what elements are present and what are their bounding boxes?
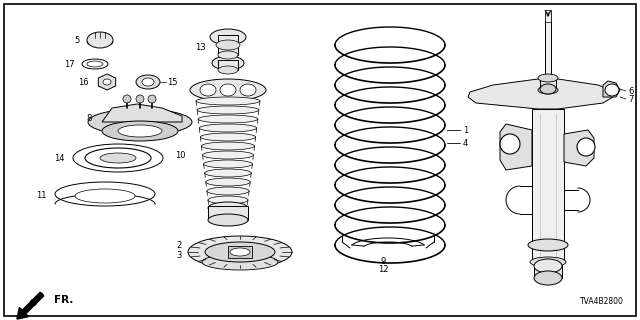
Bar — [540, 78, 556, 90]
Ellipse shape — [190, 79, 266, 101]
Ellipse shape — [208, 214, 248, 226]
Text: 16: 16 — [78, 77, 89, 86]
Ellipse shape — [216, 40, 240, 50]
Ellipse shape — [200, 133, 255, 141]
Ellipse shape — [218, 66, 238, 74]
Ellipse shape — [218, 51, 238, 59]
Ellipse shape — [87, 61, 103, 67]
Text: 1: 1 — [463, 125, 468, 134]
Ellipse shape — [528, 239, 568, 251]
Ellipse shape — [55, 182, 155, 206]
Ellipse shape — [85, 148, 151, 168]
Bar — [532, 109, 564, 262]
Ellipse shape — [75, 189, 135, 203]
Bar — [545, 12, 551, 78]
Text: 10: 10 — [175, 150, 186, 159]
Ellipse shape — [534, 271, 562, 285]
Ellipse shape — [148, 95, 156, 103]
Ellipse shape — [540, 84, 556, 94]
Ellipse shape — [210, 29, 246, 45]
Polygon shape — [468, 79, 616, 109]
Ellipse shape — [577, 138, 595, 156]
Text: 2: 2 — [177, 242, 182, 251]
Text: 5: 5 — [75, 36, 80, 44]
Ellipse shape — [200, 84, 216, 96]
Ellipse shape — [208, 202, 248, 214]
Polygon shape — [500, 124, 532, 170]
Ellipse shape — [534, 259, 562, 273]
Text: 6: 6 — [628, 86, 634, 95]
FancyArrow shape — [17, 292, 44, 319]
Text: 15: 15 — [167, 77, 177, 86]
Polygon shape — [102, 104, 182, 122]
Bar — [218, 35, 238, 55]
Ellipse shape — [207, 187, 249, 195]
Ellipse shape — [202, 151, 253, 159]
Ellipse shape — [212, 56, 244, 70]
Ellipse shape — [73, 144, 163, 172]
Text: 12: 12 — [378, 266, 388, 275]
Ellipse shape — [230, 248, 250, 256]
Ellipse shape — [198, 115, 258, 123]
Ellipse shape — [142, 78, 154, 86]
Bar — [228, 246, 252, 258]
Ellipse shape — [87, 32, 113, 48]
Text: 14: 14 — [54, 154, 65, 163]
Ellipse shape — [136, 75, 160, 89]
Text: 3: 3 — [177, 251, 182, 260]
Ellipse shape — [100, 153, 136, 163]
Ellipse shape — [88, 109, 192, 135]
Ellipse shape — [208, 196, 248, 204]
Ellipse shape — [202, 254, 278, 270]
Text: 13: 13 — [195, 43, 206, 52]
Ellipse shape — [103, 79, 111, 85]
Ellipse shape — [202, 142, 255, 150]
Ellipse shape — [605, 84, 619, 96]
Ellipse shape — [188, 236, 292, 268]
Ellipse shape — [500, 134, 520, 154]
Text: 4: 4 — [463, 139, 468, 148]
Ellipse shape — [199, 124, 257, 132]
Ellipse shape — [102, 121, 178, 141]
Ellipse shape — [118, 125, 162, 137]
Polygon shape — [603, 81, 620, 97]
Polygon shape — [99, 74, 116, 90]
Ellipse shape — [204, 160, 252, 168]
Ellipse shape — [82, 59, 108, 69]
Ellipse shape — [136, 95, 144, 103]
Bar — [218, 60, 238, 70]
Ellipse shape — [530, 257, 566, 267]
Ellipse shape — [205, 169, 252, 177]
Text: 8: 8 — [86, 114, 92, 123]
Text: FR.: FR. — [54, 295, 74, 305]
Ellipse shape — [206, 178, 250, 186]
Text: 11: 11 — [36, 191, 47, 201]
Ellipse shape — [240, 84, 256, 96]
Ellipse shape — [538, 74, 558, 82]
Bar — [545, 10, 551, 22]
Bar — [208, 206, 248, 220]
Text: 17: 17 — [65, 60, 75, 68]
Bar — [534, 264, 562, 278]
Ellipse shape — [87, 38, 113, 46]
Text: TVA4B2800: TVA4B2800 — [580, 297, 624, 306]
Ellipse shape — [123, 95, 131, 103]
Text: 7: 7 — [628, 94, 634, 103]
Ellipse shape — [538, 86, 558, 94]
Ellipse shape — [205, 242, 275, 262]
Ellipse shape — [220, 84, 236, 96]
Text: 9: 9 — [380, 258, 386, 267]
Polygon shape — [564, 130, 594, 166]
Ellipse shape — [197, 106, 259, 114]
Ellipse shape — [196, 97, 260, 105]
